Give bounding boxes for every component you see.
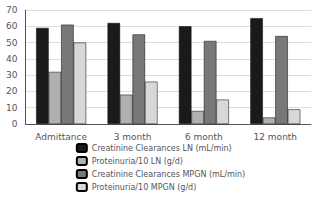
svg-text:20: 20 xyxy=(6,86,18,96)
svg-text:Proteinuria/10 LN (g/d): Proteinuria/10 LN (g/d) xyxy=(92,157,183,166)
svg-text:Creatinine Clearances LN (mL/m: Creatinine Clearances LN (mL/min) xyxy=(92,144,232,153)
svg-text:Admittance: Admittance xyxy=(35,132,87,142)
svg-text:6 month: 6 month xyxy=(185,132,223,142)
svg-text:30: 30 xyxy=(6,70,18,80)
svg-text:50: 50 xyxy=(6,38,18,48)
svg-text:60: 60 xyxy=(6,21,18,31)
svg-text:70: 70 xyxy=(6,5,18,15)
svg-text:0: 0 xyxy=(12,119,18,129)
svg-text:Proteinuria/10 MPGN (g/d): Proteinuria/10 MPGN (g/d) xyxy=(92,183,196,192)
svg-text:12 month: 12 month xyxy=(254,132,298,142)
svg-text:3 month: 3 month xyxy=(114,132,152,142)
svg-text:10: 10 xyxy=(6,103,18,113)
svg-text:40: 40 xyxy=(6,54,18,64)
svg-text:Creatinine Clearances MPGN (mL: Creatinine Clearances MPGN (mL/min) xyxy=(92,170,245,179)
